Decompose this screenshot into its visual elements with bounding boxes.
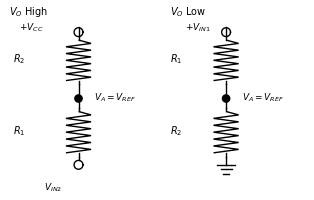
Text: $R_1$: $R_1$ [170, 52, 182, 66]
Text: $+V_{IN1}$: $+V_{IN1}$ [185, 21, 211, 33]
Text: $V_{IN2}$: $V_{IN2}$ [44, 181, 62, 193]
Text: $R_1$: $R_1$ [13, 124, 25, 137]
Text: $V_A = V_{REF}$: $V_A = V_{REF}$ [94, 91, 136, 103]
Text: $R_2$: $R_2$ [13, 52, 25, 66]
Polygon shape [222, 95, 230, 103]
Text: $R_2$: $R_2$ [170, 124, 182, 137]
Text: $V_O$ Low: $V_O$ Low [170, 5, 206, 19]
Text: $V_A = V_{REF}$: $V_A = V_{REF}$ [242, 91, 284, 103]
Polygon shape [75, 95, 82, 103]
Text: $V_O$ High: $V_O$ High [9, 5, 48, 19]
Text: $+V_{CC}$: $+V_{CC}$ [19, 21, 43, 33]
